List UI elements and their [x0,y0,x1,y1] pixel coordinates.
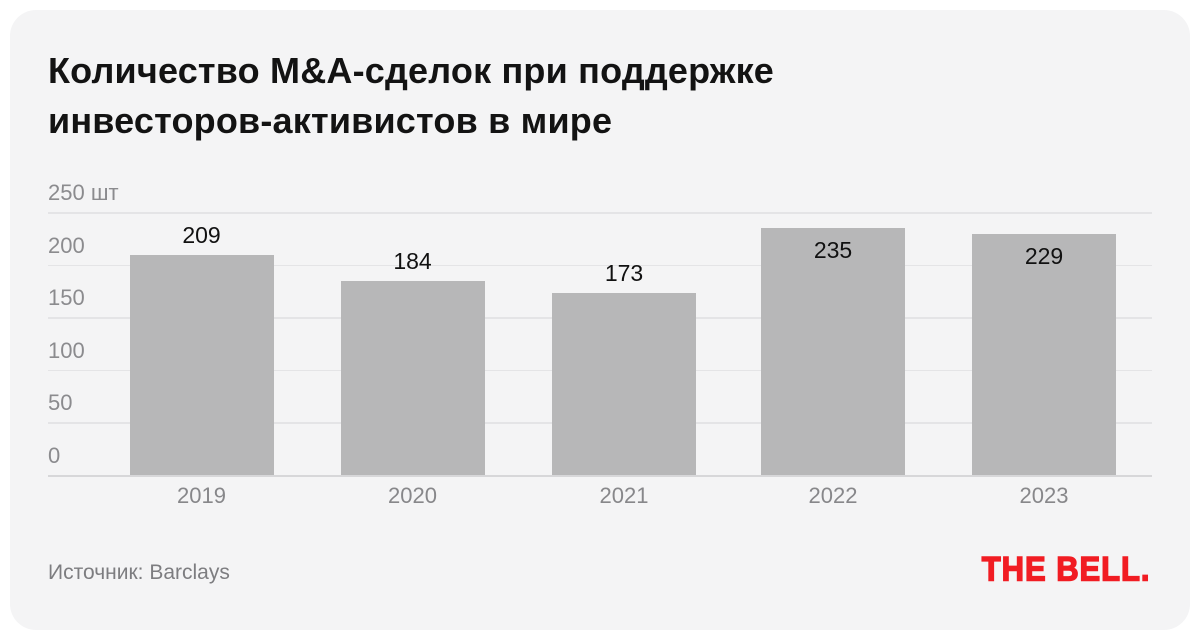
the-bell-logo: THE BELL. [981,548,1150,588]
gridline-y-0 [48,475,1152,477]
value-label-2023: 229 [1024,243,1064,270]
value-label-2020: 184 [393,248,432,275]
chart-title: Количество M&A-сделок при поддержке инве… [48,46,1008,146]
bar-2022 [761,227,905,475]
bar-chart: 0 50 100 150 200 250 шт 209 2019 184 2020 173 2021 2… [10,10,1190,630]
bar-2023 [972,234,1116,475]
x-axis-label-2022: 2022 [808,483,858,508]
value-label-2019: 209 [182,222,221,249]
y-axis-tick-0: 0 [48,443,61,468]
gridline-y-250 [48,212,1152,214]
y-axis-tick-50: 50 [48,390,73,416]
bar-2019 [129,255,274,475]
chart-title-line-1: Количество M&A-сделок при поддержке [48,50,775,91]
value-label-2021: 173 [604,260,644,286]
source-credit: Источник: Barclays [48,561,230,584]
x-axis-label-2020: 2020 [388,483,437,508]
x-axis-label-2019: 2019 [177,483,226,508]
chart-title-line-2: инвесторов-активистов в мире [48,100,613,141]
y-axis-tick-200: 200 [48,232,85,258]
infographic-card: Количество M&A-сделок при поддержке инве… [10,10,1190,630]
x-axis-label-2021: 2021 [599,483,649,508]
y-axis-tick-250: 250 шт [48,180,119,205]
y-axis-tick-150: 150 [48,285,85,311]
bar-2021 [552,293,696,475]
bar-2020 [340,281,485,475]
x-axis-label-2023: 2023 [1019,483,1069,508]
value-label-2022: 235 [813,236,853,263]
y-axis-tick-100: 100 [48,337,85,363]
gridline-y-200 [48,264,1152,267]
